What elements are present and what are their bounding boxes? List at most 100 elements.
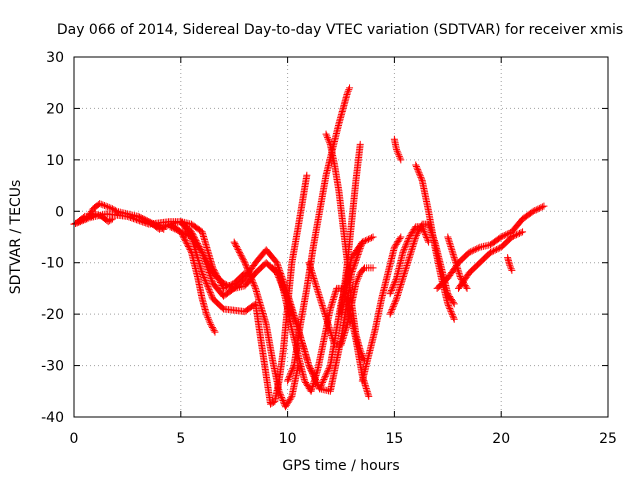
data-point-interp [509, 232, 517, 240]
data-point-interp [356, 244, 364, 252]
data-point-interp [393, 239, 401, 247]
x-tick-label: 0 [70, 431, 79, 447]
data-point-interp [303, 380, 311, 388]
data-point-interp [416, 172, 424, 180]
data-point-interp [158, 224, 166, 232]
data-point-interp [287, 369, 295, 377]
data-point [96, 200, 104, 208]
data-point-interp [288, 309, 296, 317]
data-point-interp [323, 368, 331, 376]
data-point-interp [245, 268, 253, 276]
data-point-interp [200, 251, 208, 259]
data-point-interp [96, 212, 104, 220]
data-point-interp [534, 205, 542, 213]
x-tick-label: 5 [176, 431, 185, 447]
data-point-interp [136, 213, 144, 221]
data-point-interp [286, 371, 294, 379]
data-point-interp [390, 301, 398, 309]
data-point-interp [206, 319, 214, 327]
data-point-interp [205, 262, 213, 270]
data-point-interp [368, 234, 376, 242]
data-point-interp [353, 278, 361, 286]
data-point-interp [448, 309, 456, 317]
data-point-interp [459, 279, 467, 287]
data-point-interp [421, 229, 429, 237]
data-point-interp [499, 232, 507, 240]
data-point-interp [388, 285, 396, 293]
data-point-interp [493, 245, 501, 253]
data-point-interp [467, 248, 475, 256]
data-point-interp [348, 267, 356, 275]
data-point [412, 233, 420, 241]
data-point-interp [289, 312, 297, 320]
data-point-interp [181, 230, 189, 238]
data-point-interp [209, 325, 217, 333]
data-point-interp [401, 244, 409, 252]
axis-ticks: 0 5 10 15 20 25 -40 -30 -20 -10 0 10 20 30 [41, 50, 617, 447]
data-point-interp [307, 366, 315, 374]
data-point-interp [403, 239, 411, 247]
data-point-interp [408, 229, 416, 237]
data-point-interp [392, 240, 400, 248]
data-point-interp [447, 308, 455, 316]
data-point-interp [210, 327, 218, 335]
data-point-interp [245, 269, 253, 277]
data-point-interp [322, 371, 330, 379]
data-point [305, 362, 313, 370]
data-point-interp [197, 247, 205, 255]
data-point-interp [105, 203, 113, 211]
data-point-interp [413, 230, 421, 238]
data-point [450, 315, 458, 323]
data-point-interp [531, 207, 539, 215]
data-point-interp [413, 231, 421, 239]
data-point-interp [532, 206, 540, 214]
series-sat13 [337, 140, 364, 318]
data-point-interp [142, 216, 150, 224]
data-point-interp [194, 240, 202, 248]
data-point-interp [182, 238, 190, 246]
data-point-interp [106, 217, 114, 225]
data-point-interp [325, 365, 333, 373]
data-point [399, 248, 407, 256]
data-point-interp [107, 204, 115, 212]
data-point [166, 223, 174, 231]
data-point-interp [104, 203, 112, 211]
series-sat03 [74, 210, 116, 226]
data-point-interp [409, 227, 417, 235]
y-tick-label: 20 [46, 101, 64, 117]
data-point-interp [195, 243, 203, 251]
data-point-interp [470, 246, 478, 254]
data-point-interp [205, 317, 213, 325]
data-point-interp [276, 389, 284, 397]
data-point [405, 233, 413, 241]
data-point [397, 156, 405, 164]
data-point-interp [284, 375, 292, 383]
data-point-interp [240, 257, 248, 265]
data-point [202, 310, 210, 318]
data-point-interp [344, 87, 352, 95]
data-point-interp [160, 223, 168, 231]
data-point-interp [284, 398, 292, 406]
data-point-interp [448, 311, 456, 319]
data-point-interp [273, 260, 281, 268]
data-point-interp [221, 280, 229, 288]
data-point-interp [391, 299, 399, 307]
data-point-interp [461, 281, 469, 289]
data-point-interp [302, 378, 310, 386]
data-point-interp [321, 374, 329, 382]
data-point-interp [191, 235, 199, 243]
data-point-interp [323, 369, 331, 377]
data-point-interp [319, 377, 327, 385]
data-point-interp [199, 250, 207, 258]
data-point-interp [516, 229, 524, 237]
data-point-interp [250, 281, 258, 289]
data-point [369, 264, 377, 272]
data-point-interp [289, 363, 297, 371]
series-sat08 [230, 238, 302, 411]
data-point-interp [325, 137, 333, 145]
data-point-interp [178, 229, 186, 237]
data-point-interp [418, 175, 426, 183]
data-point-interp [414, 167, 422, 175]
data-point [267, 400, 275, 408]
data-point-interp [111, 206, 119, 214]
